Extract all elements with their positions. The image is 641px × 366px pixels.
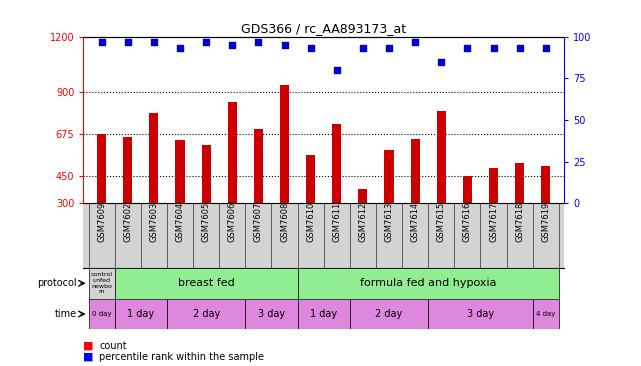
Text: ■: ■ — [83, 352, 94, 362]
Bar — [515, 163, 524, 203]
Bar — [88, 299, 115, 329]
Bar — [306, 155, 315, 203]
Bar — [350, 299, 428, 329]
Point — [227, 42, 237, 48]
Text: 3 day: 3 day — [467, 309, 494, 319]
Bar — [541, 167, 551, 203]
Text: ■: ■ — [83, 341, 94, 351]
Text: 3 day: 3 day — [258, 309, 285, 319]
Bar — [167, 299, 246, 329]
Bar — [533, 299, 559, 329]
Bar — [201, 145, 211, 203]
Bar — [246, 299, 297, 329]
Bar — [463, 176, 472, 203]
Point — [306, 45, 316, 51]
Text: count: count — [99, 341, 127, 351]
Text: 1 day: 1 day — [310, 309, 337, 319]
Point — [97, 39, 107, 45]
Bar — [437, 111, 446, 203]
Bar — [149, 113, 158, 203]
Text: 2 day: 2 day — [376, 309, 403, 319]
Point — [122, 39, 133, 45]
Bar — [115, 268, 297, 299]
Point — [488, 45, 499, 51]
Bar — [123, 137, 132, 203]
Title: GDS366 / rc_AA893173_at: GDS366 / rc_AA893173_at — [241, 22, 406, 36]
Point — [410, 39, 420, 45]
Text: 2 day: 2 day — [192, 309, 220, 319]
Text: 1 day: 1 day — [128, 309, 154, 319]
Text: formula fed and hypoxia: formula fed and hypoxia — [360, 278, 497, 288]
Text: 4 day: 4 day — [536, 311, 556, 317]
Point — [515, 45, 525, 51]
Bar — [428, 299, 533, 329]
Bar — [297, 268, 559, 299]
Bar — [297, 299, 350, 329]
Text: time: time — [54, 309, 77, 319]
Text: protocol: protocol — [37, 278, 77, 288]
Bar — [88, 268, 115, 299]
Text: 0 day: 0 day — [92, 311, 112, 317]
Bar — [332, 124, 342, 203]
Bar — [115, 299, 167, 329]
Bar — [176, 141, 185, 203]
Point — [253, 39, 263, 45]
Point — [540, 45, 551, 51]
Point — [331, 67, 342, 73]
Point — [201, 39, 212, 45]
Bar — [411, 139, 420, 203]
Text: control
unfed
newbo
rn: control unfed newbo rn — [90, 272, 113, 295]
Point — [175, 45, 185, 51]
Point — [462, 45, 472, 51]
Bar — [385, 150, 394, 203]
Text: percentile rank within the sample: percentile rank within the sample — [99, 352, 264, 362]
Point — [358, 45, 368, 51]
Point — [384, 45, 394, 51]
Point — [436, 59, 446, 64]
Bar — [280, 85, 289, 203]
Bar — [228, 102, 237, 203]
Text: breast fed: breast fed — [178, 278, 235, 288]
Bar — [254, 129, 263, 203]
Point — [279, 42, 290, 48]
Point — [149, 39, 159, 45]
Bar — [97, 134, 106, 203]
Bar — [358, 188, 367, 203]
Bar — [489, 168, 498, 203]
